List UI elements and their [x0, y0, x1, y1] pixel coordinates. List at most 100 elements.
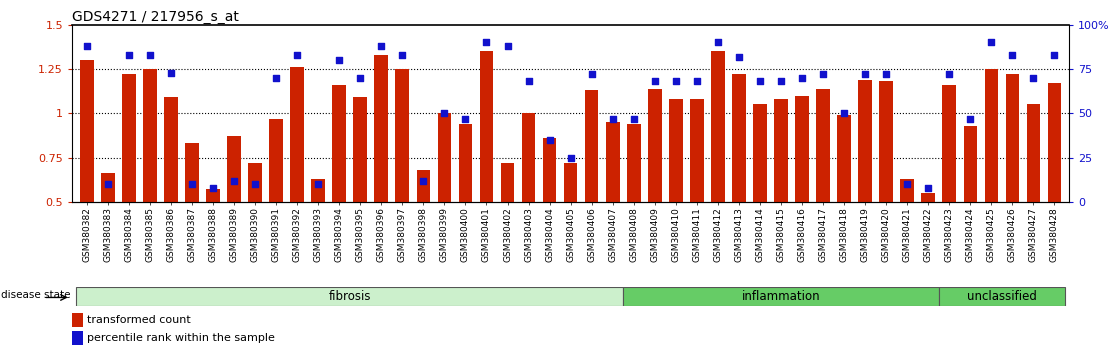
Bar	[623, 287, 938, 306]
Bar	[669, 99, 683, 202]
Bar	[332, 85, 346, 202]
Text: unclassified: unclassified	[967, 290, 1037, 303]
Point	[878, 72, 895, 77]
Bar	[290, 67, 304, 202]
Point	[78, 43, 95, 49]
Bar	[774, 99, 788, 202]
Bar	[880, 81, 893, 202]
Text: disease state: disease state	[1, 290, 71, 299]
Bar	[396, 69, 409, 202]
Bar	[227, 136, 240, 202]
Text: fibrosis: fibrosis	[328, 290, 371, 303]
Bar	[585, 90, 598, 202]
Bar	[72, 331, 83, 345]
Text: percentile rank within the sample: percentile rank within the sample	[86, 333, 275, 343]
Point	[120, 52, 137, 58]
Point	[667, 79, 685, 84]
Bar	[353, 97, 367, 202]
Point	[183, 181, 201, 187]
Point	[772, 79, 790, 84]
Point	[793, 75, 811, 81]
Bar	[501, 163, 514, 202]
Point	[414, 178, 432, 183]
Point	[730, 54, 748, 59]
Bar	[564, 163, 577, 202]
Point	[1046, 52, 1064, 58]
Point	[856, 72, 874, 77]
Bar	[101, 173, 114, 202]
Point	[688, 79, 706, 84]
Text: GDS4271 / 217956_s_at: GDS4271 / 217956_s_at	[72, 10, 239, 24]
Bar	[938, 287, 1065, 306]
Bar	[1048, 83, 1061, 202]
Point	[583, 72, 601, 77]
Bar	[375, 55, 388, 202]
Bar	[627, 124, 640, 202]
Bar	[438, 113, 451, 202]
Bar	[311, 179, 325, 202]
Bar	[417, 170, 430, 202]
Bar	[185, 143, 198, 202]
Point	[962, 116, 979, 121]
Bar	[459, 124, 472, 202]
Text: transformed count: transformed count	[86, 315, 191, 325]
Point	[162, 70, 179, 75]
Point	[267, 75, 285, 81]
Point	[520, 79, 537, 84]
Bar	[985, 69, 998, 202]
Bar	[72, 313, 83, 327]
Bar	[522, 113, 535, 202]
Bar	[122, 74, 135, 202]
Point	[1004, 52, 1022, 58]
Bar	[1027, 104, 1040, 202]
Point	[604, 116, 622, 121]
Point	[899, 181, 916, 187]
Point	[751, 79, 769, 84]
Bar	[838, 115, 851, 202]
Point	[393, 52, 411, 58]
Bar	[796, 96, 809, 202]
Bar	[269, 119, 283, 202]
Point	[941, 72, 958, 77]
Bar	[964, 126, 977, 202]
Point	[1025, 75, 1043, 81]
Point	[625, 116, 643, 121]
Bar	[76, 287, 623, 306]
Point	[246, 181, 264, 187]
Text: inflammation: inflammation	[741, 290, 820, 303]
Point	[330, 57, 348, 63]
Bar	[690, 99, 704, 202]
Bar	[206, 189, 219, 202]
Point	[99, 181, 116, 187]
Point	[309, 181, 327, 187]
Point	[225, 178, 243, 183]
Bar	[901, 179, 914, 202]
Point	[541, 137, 558, 143]
Point	[499, 43, 516, 49]
Bar	[480, 51, 493, 202]
Point	[204, 185, 222, 190]
Point	[835, 110, 853, 116]
Bar	[732, 74, 746, 202]
Bar	[606, 122, 619, 202]
Bar	[164, 97, 177, 202]
Bar	[943, 85, 956, 202]
Bar	[711, 51, 725, 202]
Point	[814, 72, 832, 77]
Bar	[80, 60, 93, 202]
Point	[478, 40, 495, 45]
Bar	[753, 104, 767, 202]
Bar	[922, 193, 935, 202]
Bar	[1006, 74, 1019, 202]
Point	[983, 40, 1001, 45]
Point	[646, 79, 664, 84]
Point	[456, 116, 474, 121]
Point	[141, 52, 158, 58]
Point	[709, 40, 727, 45]
Point	[351, 75, 369, 81]
Bar	[248, 163, 261, 202]
Bar	[143, 69, 156, 202]
Point	[920, 185, 937, 190]
Point	[372, 43, 390, 49]
Bar	[543, 138, 556, 202]
